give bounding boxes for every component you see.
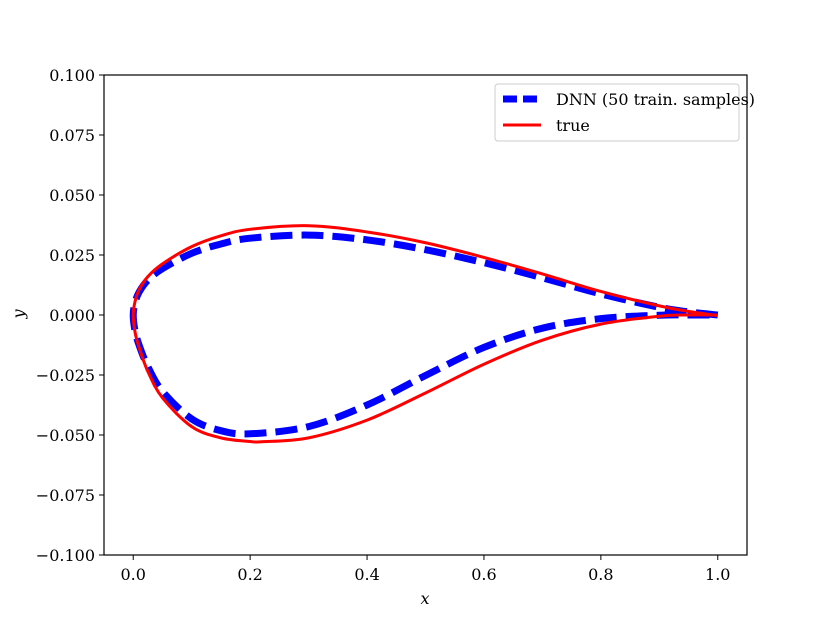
- series-layer: [129, 224, 719, 444]
- x-tick-label: 0.2: [237, 565, 262, 584]
- x-axis-label: x: [420, 589, 429, 608]
- y-axis-label: y: [9, 309, 28, 320]
- y-tick-label: −0.100: [36, 546, 95, 565]
- y-tick-label: 0.075: [49, 126, 95, 145]
- y-tick-label: 0.100: [49, 66, 95, 85]
- y-tick-label: 0.025: [49, 246, 95, 265]
- y-tick-label: 0.050: [49, 186, 95, 205]
- x-tick-label: 0.8: [588, 565, 613, 584]
- y-tick-label: −0.075: [36, 486, 95, 505]
- y-tick-label: −0.050: [36, 426, 95, 445]
- x-tick-label: 0.6: [471, 565, 496, 584]
- series-true-line: [131, 224, 718, 444]
- x-tick-label: 1.0: [705, 565, 730, 584]
- legend-label-true: true: [556, 116, 590, 135]
- y-axis: −0.100 −0.075 −0.050 −0.025 0.000 0.025 0.050 0…: [36, 66, 104, 565]
- legend-box: [494, 83, 740, 142]
- legend-label-dnn: DNN (50 train. samples): [556, 90, 755, 109]
- x-tick-label: 0.4: [354, 565, 379, 584]
- legend: DNN (50 train. samples) true: [494, 83, 755, 142]
- x-tick-label: 0.0: [121, 565, 146, 584]
- y-tick-label: 0.000: [49, 306, 95, 325]
- x-axis: 0.0 0.2 0.4 0.6 0.8 1.0: [121, 555, 730, 584]
- y-tick-label: −0.025: [36, 366, 95, 385]
